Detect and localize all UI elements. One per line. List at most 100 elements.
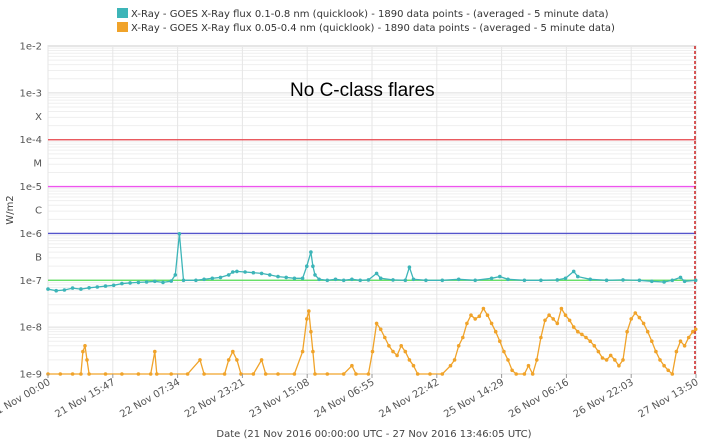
data-point: [621, 358, 625, 362]
data-point: [292, 372, 297, 376]
x-axis-title: Date (21 Nov 2016 00:00:00 UTC - 27 Nov …: [216, 429, 531, 440]
data-point: [604, 358, 609, 362]
data-point: [383, 335, 387, 340]
y-tick-label: 1e-8: [20, 323, 43, 334]
data-point: [485, 313, 490, 318]
data-point: [693, 327, 698, 332]
data-point: [650, 279, 654, 284]
data-point: [571, 325, 576, 329]
data-point: [81, 349, 85, 354]
y-axis-title: W/m2: [5, 195, 16, 224]
data-point: [645, 329, 650, 334]
data-point: [403, 278, 408, 283]
data-point: [682, 344, 687, 348]
data-point: [305, 264, 309, 269]
data-point: [341, 372, 346, 376]
data-point: [584, 335, 588, 340]
data-point: [473, 278, 478, 283]
data-point: [678, 339, 683, 344]
data-point: [498, 339, 502, 344]
x-tick-label: 24 Nov 22:42: [377, 377, 441, 420]
data-point: [576, 329, 580, 334]
y-tick-label: 1e-2: [20, 42, 43, 53]
y-tick-label: 1e-7: [20, 276, 43, 287]
data-point: [218, 275, 223, 280]
data-point: [300, 349, 305, 354]
data-point: [198, 358, 202, 362]
y-tick-label: 1e-6: [20, 229, 43, 240]
data-point: [153, 279, 157, 284]
data-point: [95, 285, 100, 289]
data-point: [489, 276, 494, 281]
data-point: [235, 358, 239, 362]
data-point: [309, 250, 313, 254]
data-point: [576, 274, 580, 279]
data-point: [658, 358, 662, 362]
data-point: [366, 372, 371, 376]
data-point: [493, 329, 498, 334]
data-point: [54, 288, 58, 293]
data-point: [276, 274, 280, 279]
legend-item-long-wave[interactable]: X-Ray - GOES X-Ray flux 0.1-0.8 nm (quic…: [117, 8, 609, 20]
legend: X-Ray - GOES X-Ray flux 0.1-0.8 nm (quic…: [117, 8, 615, 34]
data-point: [489, 321, 494, 326]
data-point: [311, 349, 315, 354]
data-point: [473, 317, 478, 321]
data-point: [136, 280, 141, 285]
data-point: [510, 368, 514, 373]
data-point: [305, 317, 309, 321]
legend-item-short-wave[interactable]: X-Ray - GOES X-Ray flux 0.05-0.4 nm (qui…: [117, 22, 615, 34]
data-point: [411, 277, 416, 282]
data-point: [128, 281, 132, 285]
data-point: [268, 273, 272, 277]
data-point: [543, 318, 547, 323]
y-tick-label: 1e-3: [20, 88, 43, 99]
data-point: [563, 276, 568, 281]
data-point: [452, 358, 457, 362]
data-point: [251, 270, 256, 275]
data-point: [506, 277, 510, 282]
y-tick-label: X: [35, 112, 42, 123]
data-point: [325, 372, 330, 376]
data-point: [465, 321, 469, 326]
data-point: [535, 358, 539, 362]
data-point: [600, 356, 605, 360]
y-tick-label: B: [35, 252, 42, 263]
data-point: [592, 344, 597, 348]
x-tick-label: 22 Nov 07:34: [118, 377, 182, 420]
data-point: [588, 339, 592, 344]
data-point: [530, 372, 535, 376]
data-point: [539, 335, 543, 340]
data-point: [161, 280, 165, 285]
x-tick-label: 25 Nov 14:29: [442, 377, 506, 420]
data-point: [136, 372, 141, 376]
data-point: [378, 276, 383, 281]
data-point: [678, 275, 683, 280]
data-point: [522, 278, 527, 283]
data-point: [526, 363, 531, 368]
y-tick-label: C: [35, 206, 42, 217]
data-point: [276, 372, 280, 376]
x-tick-label: 24 Nov 06:55: [313, 377, 377, 420]
data-point: [210, 276, 215, 281]
data-point: [341, 278, 346, 283]
data-point: [633, 311, 638, 315]
data-point: [153, 349, 157, 354]
data-point: [148, 372, 153, 376]
data-point: [263, 372, 268, 376]
legend-label-short-wave: X-Ray - GOES X-Ray flux 0.05-0.4 nm (qui…: [131, 23, 615, 34]
data-point: [424, 278, 428, 283]
data-point: [70, 372, 75, 376]
data-point: [650, 339, 654, 344]
data-point: [292, 276, 297, 281]
data-point: [79, 287, 83, 291]
data-point: [399, 344, 404, 348]
data-point: [226, 358, 231, 362]
data-point: [226, 273, 231, 277]
data-point: [498, 274, 502, 279]
series-layer: [46, 232, 698, 376]
data-point: [555, 321, 560, 326]
data-point: [387, 344, 391, 348]
data-point: [120, 372, 124, 376]
